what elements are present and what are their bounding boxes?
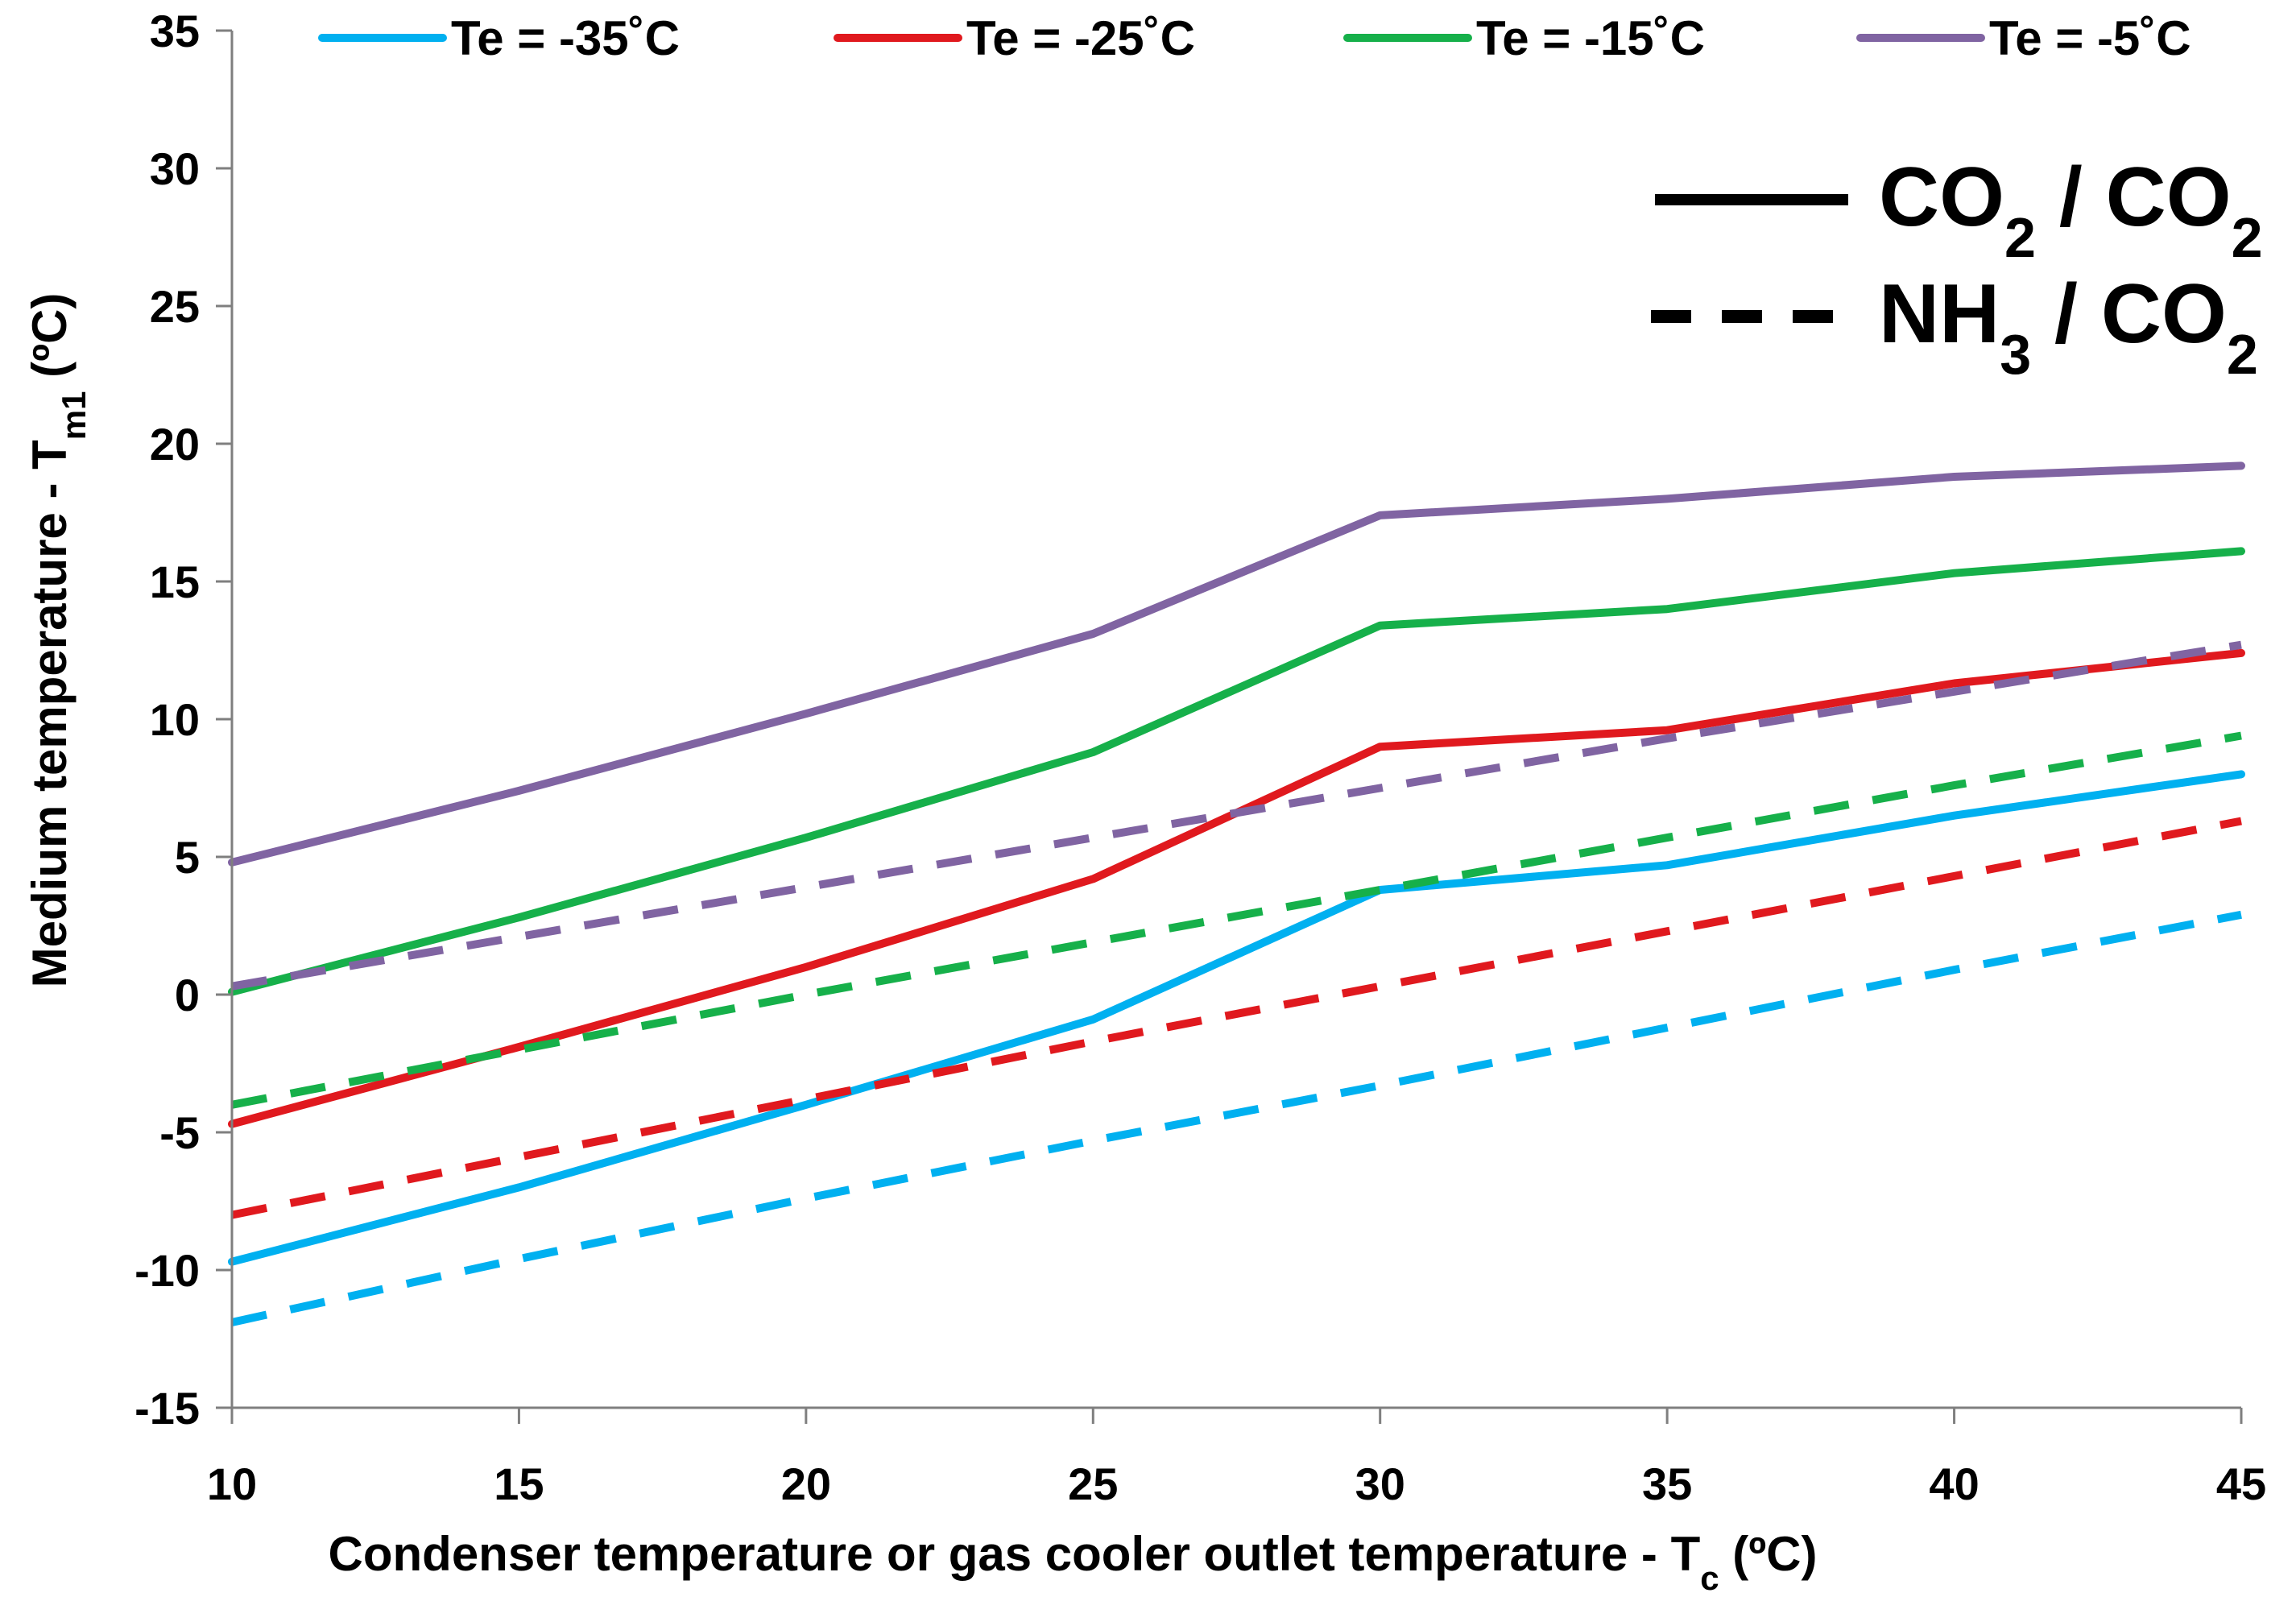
legend-label: Te = -35˚C: [451, 11, 680, 65]
y-tick-label: 15: [150, 556, 200, 607]
y-tick-label: 35: [150, 6, 200, 56]
x-tick-label: 40: [1929, 1458, 1979, 1509]
color-legend: Te = -35˚C Te = -25˚C Te = -15˚C Te = -5˚C: [318, 11, 2191, 65]
legend-label: Te = -5˚C: [1989, 11, 2191, 65]
y-tick-label: 30: [150, 143, 200, 194]
legend-entry-te-35-c: Te = -35˚C: [318, 11, 680, 65]
series-line-dashed-te_m15: [231, 731, 2242, 1109]
x-tick-label: 35: [1642, 1458, 1692, 1509]
style-legend-entry-solid: CO2 / CO2: [1655, 151, 2263, 269]
formula-right: CO: [2106, 151, 2232, 244]
formula-left: NH: [1879, 267, 2000, 361]
x-tick-label: 45: [2216, 1458, 2266, 1509]
x-axis-title: Condenser temperature or gas cooler outl…: [329, 1527, 1818, 1597]
series-line-solid-te_m15: [228, 547, 2245, 996]
legend-entry-te-15-c: Te = -15˚C: [1343, 11, 1705, 65]
series-line-solid-te_m35: [228, 770, 2245, 1266]
x-tick-label: 30: [1355, 1458, 1405, 1509]
x-tick-label: 10: [207, 1458, 257, 1509]
style-legend-label: CO2 / CO2: [1879, 151, 2263, 269]
plot-lines: [228, 461, 2245, 1326]
x-axis-title-subscript: c: [1700, 1559, 1719, 1597]
y-axis-title-subscript: m1: [55, 391, 93, 441]
style-legend-label: NH3 / CO2: [1879, 267, 2258, 386]
x-tick-label: 25: [1068, 1458, 1118, 1509]
axes: -15 -10 -5 0 5 10 15 20 25 30 35 10 15 20 25 30 35 40 45: [134, 6, 2266, 1509]
x-tick-label: 20: [781, 1458, 831, 1509]
series-line-dashed-te_m35: [230, 910, 2242, 1326]
y-axis-title-main: Medium temperature - T: [23, 440, 77, 987]
series-line-dashed-te_m5: [231, 640, 2242, 991]
x-tick-label: 15: [494, 1458, 544, 1509]
y-tick-label: 20: [150, 419, 200, 470]
formula-right-subscript: 2: [2227, 323, 2258, 386]
y-tick-label: 25: [150, 281, 200, 332]
formula-separator: /: [2036, 151, 2106, 244]
x-axis-title-main: Condenser temperature or gas cooler outl…: [329, 1527, 1701, 1581]
legend-entry-te-25-c: Te = -25˚C: [834, 11, 1195, 65]
y-axis-title-unit: (ºC): [23, 293, 77, 391]
formula-separator: /: [2031, 267, 2101, 361]
y-tick-label: -5: [159, 1107, 200, 1158]
y-tick-label: 5: [175, 832, 200, 883]
series-line-solid-te_m5: [228, 461, 2245, 867]
legend-entry-te-5-c: Te = -5˚C: [1856, 11, 2191, 65]
formula-left-subscript: 2: [2004, 206, 2036, 269]
legend-label: Te = -15˚C: [1476, 11, 1705, 65]
legend-label: Te = -25˚C: [966, 11, 1195, 65]
formula-left: CO: [1879, 151, 2004, 244]
formula-right: CO: [2101, 267, 2227, 361]
style-legend-entry-dashed: NH3 / CO2: [1651, 267, 2258, 386]
series-line-dashed-te_m25: [231, 817, 2242, 1219]
x-axis-title-unit: (ºC): [1719, 1527, 1818, 1581]
y-tick-label: -15: [134, 1383, 200, 1434]
y-tick-label: 10: [150, 694, 200, 745]
formula-right-subscript: 2: [2232, 206, 2263, 269]
y-tick-label: 0: [175, 970, 200, 1020]
y-axis-title: Medium temperature - Tm1 (ºC): [23, 293, 93, 988]
y-tick-label: -10: [134, 1245, 200, 1296]
formula-left-subscript: 3: [2000, 323, 2031, 386]
